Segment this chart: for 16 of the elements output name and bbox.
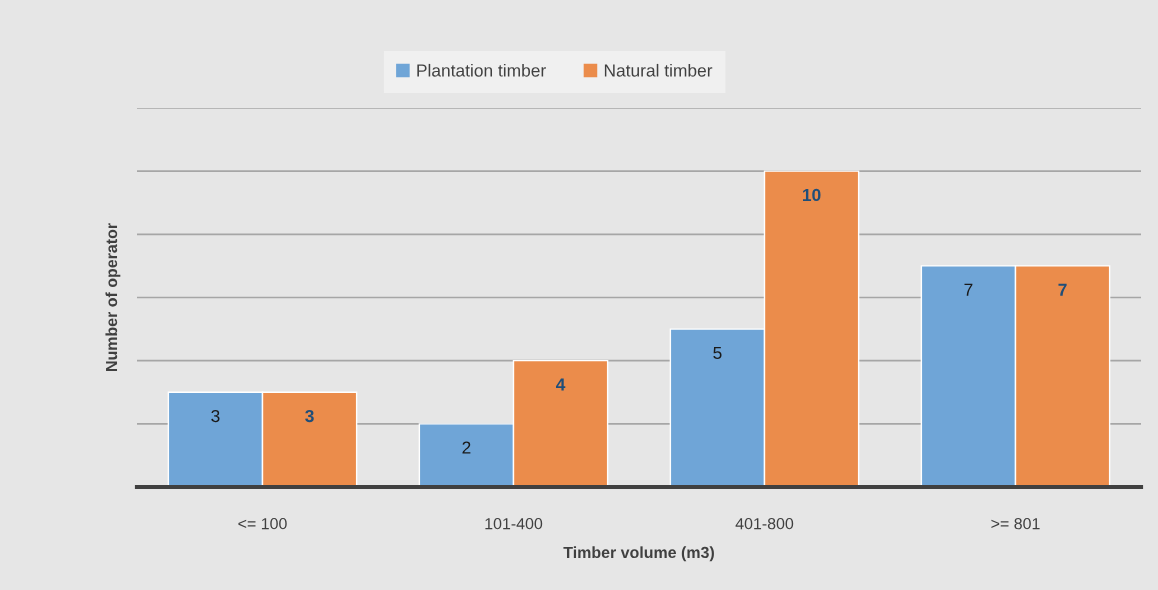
x-tick-label: 101-400 [485,517,543,530]
data-label: 10 [803,188,821,202]
data-label: 4 [556,378,566,391]
x-tick-label: 401-800 [735,517,794,530]
data-label: 2 [462,441,471,454]
data-label: 5 [713,346,722,360]
x-axis-title: Timber volume (m3) [563,546,714,562]
data-label: 3 [211,409,220,423]
data-label: 7 [1058,283,1067,296]
legend-label: Plantation timber [417,63,546,77]
legend-label: Natural timber [604,63,713,77]
data-label: 7 [964,283,973,296]
y-axis-title: Number of operator [105,223,121,371]
x-tick-label: <= 100 [238,517,287,530]
data-label: 3 [305,409,314,423]
x-tick-label: >= 801 [991,517,1040,530]
